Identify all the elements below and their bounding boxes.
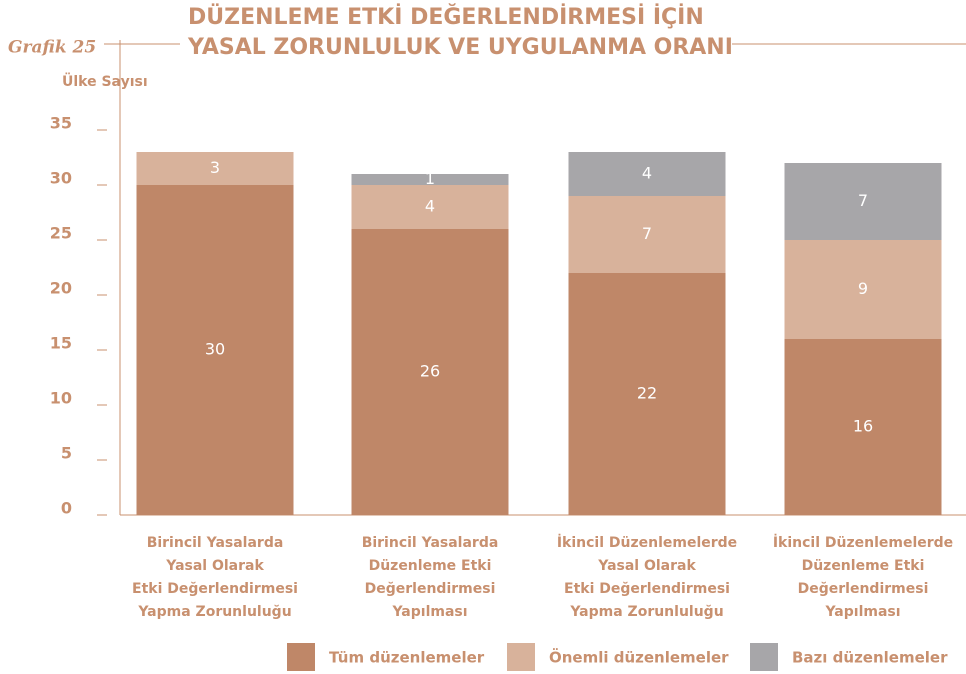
value-label: 26 [420,362,440,381]
value-label: 3 [210,158,220,177]
legend-label: Tüm düzenlemeler [329,649,485,667]
x-tick-label: Etki Değerlendirmesi [132,581,298,597]
x-tick-label: İkincil Düzenlemelerde [557,534,737,551]
y-tick-label: 0 [61,499,72,518]
x-tick-label: Düzenleme Etki [369,558,492,574]
x-tick-label: Yapma Zorunluluğu [137,604,291,620]
y-tick-label: 20 [50,279,72,298]
x-tick-label: Yasal Olarak [165,558,264,574]
value-label: 7 [642,224,652,243]
y-tick-label: 15 [50,334,72,353]
x-tick-label: Değerlendirmesi [365,581,496,597]
x-tick-label: Yapılması [391,604,467,620]
bar-segment [351,229,509,515]
value-label: 4 [642,164,652,183]
legend-swatch [507,643,535,671]
x-tick-label: Yapılması [824,604,900,620]
x-tick-label: Yapma Zorunluluğu [569,604,723,620]
y-tick-label: 30 [50,169,72,188]
value-label: 9 [858,279,868,298]
x-tick-label: Değerlendirmesi [798,581,929,597]
legend-label: Önemli düzenlemeler [549,648,729,667]
value-label: 4 [425,197,435,216]
x-tick-label: İkincil Düzenlemelerde [773,534,953,551]
legend-swatch [750,643,778,671]
x-tick-label: Yasal Olarak [597,558,696,574]
value-label: 7 [858,191,868,210]
bar-segment [136,152,294,185]
bar-segment [136,185,294,515]
value-label: 16 [853,417,873,436]
bar-segment [351,185,509,229]
bar-segment [351,174,509,185]
bar-segment [568,273,726,515]
bar-segment [784,163,942,240]
bar-segment [784,339,942,515]
figure-label: Grafik 25 [8,38,96,58]
bar-segment [568,196,726,273]
x-tick-label: Düzenleme Etki [802,558,925,574]
value-label: 30 [205,340,225,359]
x-tick-label: Etki Değerlendirmesi [564,581,730,597]
chart-title: YASAL ZORUNLULUK VE UYGULANMA ORANI [187,35,733,60]
y-tick-label: 35 [50,114,72,133]
x-tick-label: Birincil Yasalarda [362,535,499,551]
value-label: 22 [637,384,657,403]
y-axis-label: Ülke Sayısı [62,72,148,90]
legend-swatch [287,643,315,671]
y-tick-label: 10 [50,389,72,408]
x-tick-label: Birincil Yasalarda [147,535,284,551]
y-tick-label: 5 [61,444,72,463]
bar-segment [568,152,726,196]
bar-segment [784,240,942,339]
chart-title: DÜZENLEME ETKİ DEĞERLENDİRMESİ İÇİN [188,4,704,30]
legend-label: Bazı düzenlemeler [792,649,948,667]
y-tick-label: 25 [50,224,72,243]
value-label: 1 [425,169,435,188]
